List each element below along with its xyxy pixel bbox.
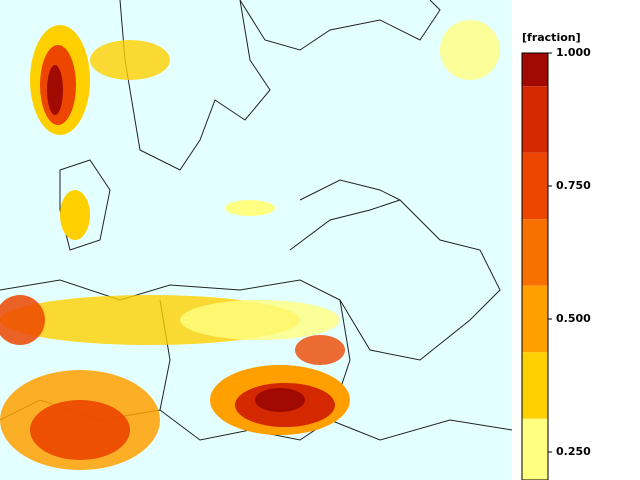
colorbar-band: [522, 418, 548, 480]
colorbar-band: [522, 219, 548, 286]
colorbar-band: [522, 53, 548, 87]
colorbar-band: [522, 285, 548, 353]
colorbar-tick-label: 0.750: [556, 179, 591, 192]
colorbar-tick-label: 1.000: [556, 46, 591, 59]
colorbar-band: [522, 86, 548, 153]
colorbar-title: [fraction]: [522, 31, 581, 44]
colorbar-band: [522, 152, 548, 220]
colorbar-tick-label: 0.250: [556, 445, 591, 458]
precip-blobs: [0, 20, 500, 470]
colorbar-tick-label: 0.500: [556, 312, 591, 325]
colorbar-frame: [521, 52, 549, 480]
colorbar-band: [522, 352, 548, 419]
